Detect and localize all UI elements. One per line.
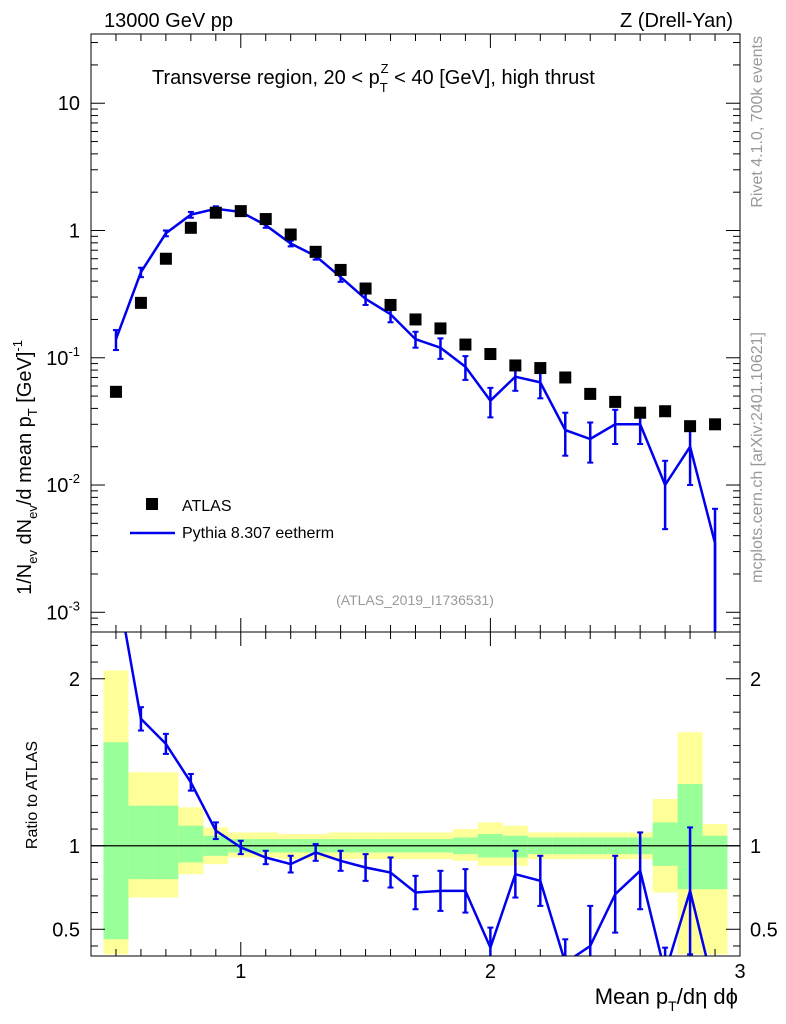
ratio-inner-band <box>153 805 179 880</box>
ratio-y-tick-label: 0.5 <box>52 919 80 941</box>
ratio-uncertainty-bands <box>103 670 728 955</box>
atlas-marker <box>259 213 272 226</box>
atlas-marker <box>609 395 622 408</box>
ratio-y-tick-labels: 0.5 0.5 1 1 2 2 <box>52 669 778 942</box>
atlas-marker <box>459 338 472 351</box>
plot-title: Transverse region, 20 < pTZ < 40 [GeV], … <box>152 61 595 95</box>
ratio-plot-frame <box>90 631 741 957</box>
atlas-marker <box>659 405 672 418</box>
x-tick-label: 1 <box>235 961 246 983</box>
atlas-marker <box>284 228 297 241</box>
atlas-marker <box>484 348 497 361</box>
header-right: Z (Drell-Yan) <box>620 10 733 32</box>
rivet-label: Rivet 4.1.0, 700k events <box>749 36 766 208</box>
ratio-inner-band <box>652 822 678 866</box>
main-y-tick-label: 10-2 <box>46 471 80 497</box>
main-y-tick-label: 10 <box>58 93 80 115</box>
atlas-marker <box>109 385 122 398</box>
atlas-marker <box>334 263 347 276</box>
ratio-y-axis-label: Ratio to ATLAS <box>24 741 41 849</box>
x-axis-label: Mean pT/dη dϕ <box>595 984 738 1014</box>
ratio-y-tick-label-right: 2 <box>750 669 761 691</box>
main-series-layer <box>109 205 722 632</box>
atlas-marker <box>234 205 247 218</box>
atlas-marker <box>534 362 547 375</box>
atlas-marker <box>709 418 722 431</box>
ratio-inner-band <box>178 825 204 863</box>
ratio-y-tick-label-right: 0.5 <box>750 919 778 941</box>
legend-marker-atlas <box>146 498 158 510</box>
legend-label-atlas: ATLAS <box>182 498 232 515</box>
atlas-marker <box>584 387 597 400</box>
ratio-inner-band <box>103 742 129 940</box>
atlas-marker <box>159 252 172 265</box>
atlas-marker <box>409 313 422 326</box>
main-y-tick-label: 10-3 <box>46 598 80 624</box>
ratio-inner-band <box>128 805 154 880</box>
ratio-y-tick-label: 2 <box>69 669 80 691</box>
atlas-marker <box>134 296 147 309</box>
x-tick-labels: 1 2 3 <box>235 961 745 983</box>
main-y-tick-label: 1 <box>69 221 80 243</box>
atlas-marker <box>634 406 647 419</box>
ratio-y-tick-label-right: 1 <box>750 836 761 858</box>
atlas-marker <box>309 245 322 258</box>
atlas-marker <box>509 359 522 372</box>
legend-label-pythia: Pythia 8.307 eetherm <box>182 525 334 542</box>
atlas-marker <box>559 371 572 384</box>
main-y-axis-label: 1/Nev dNev/d mean pT [GeV]-1 <box>10 340 40 595</box>
ratio-line <box>124 632 708 956</box>
main-y-tick-labels: 10 1 10-1 10-2 10-3 <box>46 93 80 624</box>
ratio-inner-band <box>702 835 728 890</box>
x-tick-label: 3 <box>734 961 745 983</box>
ratio-inner-band <box>502 835 528 858</box>
mcplots-label: mcplots.cern.ch [arXiv:2401.10621] <box>749 332 766 583</box>
ratio-series-layer <box>124 632 708 956</box>
ratio-y-tick-label: 1 <box>69 836 80 858</box>
atlas-marker <box>434 322 447 335</box>
atlas-marker <box>684 420 697 433</box>
main-y-tick-label: 10-1 <box>46 344 80 370</box>
pythia-line <box>114 207 717 632</box>
atlas-marker <box>209 206 222 219</box>
x-tick-label: 2 <box>485 961 496 983</box>
atlas-marker <box>184 221 197 234</box>
atlas-marker <box>359 282 372 295</box>
atlas-marker <box>384 298 397 311</box>
header-left: 13000 GeV pp <box>104 10 233 32</box>
analysis-watermark: (ATLAS_2019_I1736531) <box>336 592 494 608</box>
